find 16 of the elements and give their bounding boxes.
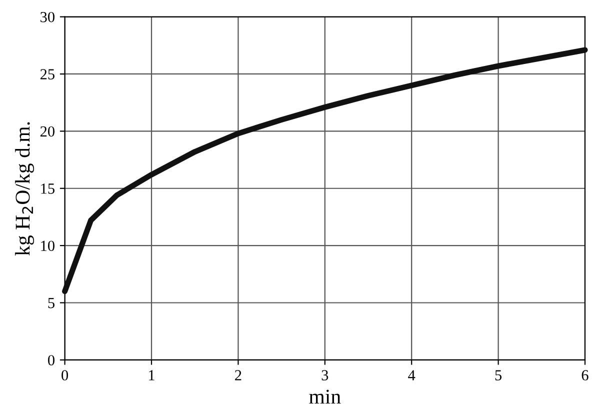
x-axis-title: min xyxy=(309,390,341,404)
x-tick-label: 4 xyxy=(408,370,416,380)
y-tick-label: 30 xyxy=(40,12,54,22)
y-axis-title: kg H$_{2}$O/kg d.m. xyxy=(15,122,34,256)
x-tick-label: 3 xyxy=(322,370,328,380)
y-tick-label: 0 xyxy=(48,355,54,366)
y-tick-label: 5 xyxy=(48,298,54,308)
x-tick-label: 1 xyxy=(149,370,154,380)
y-tick-label: 20 xyxy=(40,126,54,137)
x-tick-label: 6 xyxy=(582,370,588,380)
y-tick-label: 15 xyxy=(41,184,54,194)
x-tick-label: 5 xyxy=(495,370,502,380)
y-tick-label: 25 xyxy=(40,69,54,80)
y-tick-label: 10 xyxy=(41,240,54,252)
x-tick-label: 2 xyxy=(235,370,242,380)
x-tick-label: 0 xyxy=(62,370,68,380)
